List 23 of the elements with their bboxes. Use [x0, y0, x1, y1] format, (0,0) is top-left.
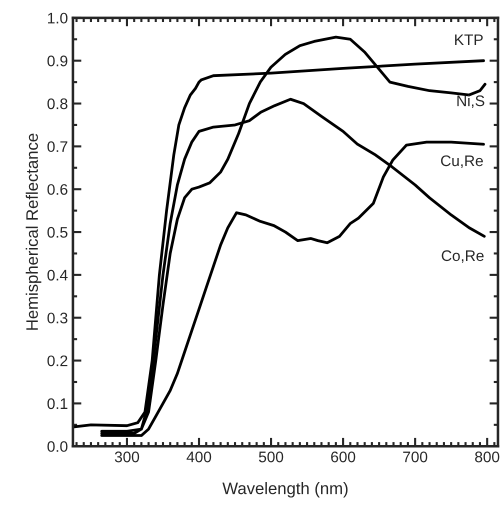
- y-tick-label: 0.2: [47, 355, 68, 366]
- x-tick-label: 800: [475, 452, 500, 462]
- y-tick-label: 0.7: [47, 141, 68, 152]
- y-tick-label: 0.1: [47, 398, 68, 410]
- x-tick-label: 500: [258, 452, 284, 462]
- series-label: KTP: [455, 34, 483, 46]
- y-tick-label: 0.4: [47, 270, 68, 281]
- y-tick-label: 0.9: [47, 56, 68, 66]
- y-tick-label: 0.3: [47, 312, 68, 324]
- y-tick-label: 0.5: [47, 226, 68, 238]
- series-label: Ni,S: [457, 95, 484, 108]
- x-tick-label: 300: [114, 452, 140, 462]
- series-label: Co,Re: [442, 250, 484, 263]
- y-tick-label: 1.0: [48, 12, 68, 24]
- x-tick-label: 700: [403, 452, 428, 462]
- series-label: Cu,Re: [441, 155, 483, 168]
- y-tick-label: 0.6: [47, 184, 68, 195]
- y-tick-label: 0.0: [47, 441, 68, 452]
- y-axis-title: Hemispherical Reflectance: [26, 134, 42, 330]
- x-tick-label: 400: [186, 452, 212, 462]
- x-axis-title: Wavelength (nm): [222, 482, 348, 498]
- y-tick-label: 0.8: [47, 98, 68, 110]
- x-tick-label: 600: [331, 452, 356, 462]
